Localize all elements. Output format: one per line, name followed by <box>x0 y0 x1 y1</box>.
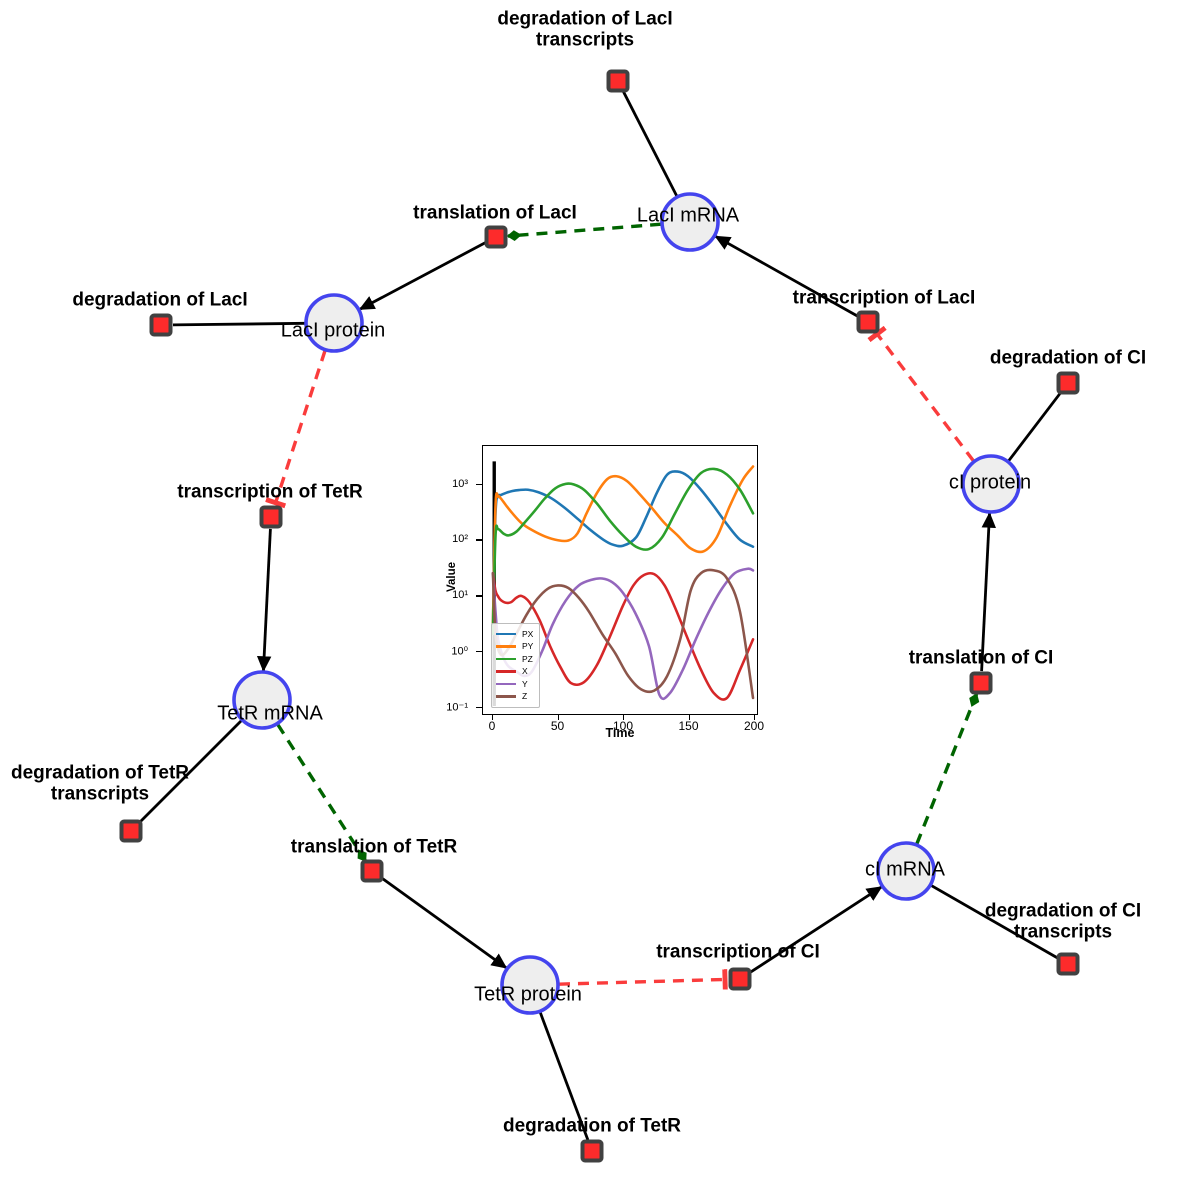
y-tick-mark <box>476 595 482 597</box>
edge-inhibition <box>558 969 728 990</box>
edge-consumption <box>172 321 306 327</box>
series-PX <box>491 470 755 626</box>
edge-consumption <box>138 719 243 824</box>
x-tick-label: 0 <box>488 719 496 733</box>
plot-frame: PX PY PZ X Y Z <box>482 445 758 715</box>
edge-layer <box>138 91 1062 1141</box>
reaction-node-transcription_tetr[interactable] <box>259 505 283 529</box>
legend-swatch-PX <box>496 632 516 636</box>
x-tick-mark <box>623 715 625 720</box>
edge-consumption <box>538 1011 590 1141</box>
legend-label-PY: PY <box>522 641 534 652</box>
legend-swatch-PZ <box>496 657 516 661</box>
edge-catalysis <box>276 723 367 862</box>
legend-label-X: X <box>522 666 528 677</box>
y-tick-mark <box>476 651 482 653</box>
node-layer <box>119 69 1080 1163</box>
species-node-laci_mrna[interactable] <box>660 192 720 252</box>
timeseries-inset-plot: PX PY PZ X Y Z 10³ 10² 10¹ 10⁰ 10⁻¹ 0 50 100 150 200 … <box>446 437 770 749</box>
series-PZ <box>491 467 755 636</box>
legend-label-Z: Z <box>522 691 528 702</box>
y-axis-label: Value <box>446 561 458 593</box>
series-X <box>491 571 755 701</box>
species-node-tetr_mrna[interactable] <box>232 670 292 730</box>
legend-label-Y: Y <box>522 678 528 689</box>
edge-production <box>256 528 272 672</box>
reaction-node-deg_ci[interactable] <box>1056 371 1080 395</box>
x-tick-mark <box>557 715 559 720</box>
legend-swatch-Z <box>496 695 516 698</box>
species-node-laci_protein[interactable] <box>304 293 364 353</box>
x-tick-mark <box>754 715 756 720</box>
edge-catalysis <box>506 222 662 241</box>
reaction-node-deg_laci[interactable] <box>149 313 173 337</box>
reaction-node-deg_tetr_transcripts[interactable] <box>119 819 143 843</box>
species-node-ci_mrna[interactable] <box>876 841 936 901</box>
legend-item-Z[interactable]: Z <box>496 691 533 703</box>
x-axis-label: Time <box>605 726 635 740</box>
legend-item-PY[interactable]: PY <box>496 641 533 653</box>
x-tick-label: 150 <box>678 719 699 733</box>
edge-consumption <box>622 91 679 197</box>
legend-label-PX: PX <box>522 628 534 639</box>
edge-production <box>980 512 997 672</box>
legend-item-X[interactable]: X <box>496 666 533 678</box>
edge-catalysis <box>915 693 980 845</box>
legend-item-Y[interactable]: Y <box>496 678 533 690</box>
y-tick-mark <box>476 707 482 709</box>
edge-inhibition <box>867 325 975 462</box>
reaction-node-deg_laci_transcripts[interactable] <box>606 69 630 93</box>
edge-consumption <box>1007 391 1062 462</box>
edge-production <box>749 885 883 974</box>
y-tick-label: 10² <box>452 533 468 546</box>
y-tick-label: 10¹ <box>452 589 468 602</box>
edge-consumption <box>930 884 1059 960</box>
x-tick-label: 100 <box>612 719 634 733</box>
chart-legend: PX PY PZ X Y Z <box>491 622 541 708</box>
x-tick-label: 200 <box>743 719 765 733</box>
y-tick-label: 10³ <box>452 477 468 490</box>
edge-production <box>358 241 487 311</box>
reaction-node-translation_ci[interactable] <box>969 671 993 695</box>
edge-production <box>380 876 508 970</box>
reaction-node-deg_ci_transcripts[interactable] <box>1056 952 1080 976</box>
edge-production <box>714 234 859 318</box>
species-node-ci_protein[interactable] <box>961 454 1021 514</box>
y-tick-mark <box>476 483 482 485</box>
y-tick-label: 10⁰ <box>451 645 468 658</box>
legend-item-PX[interactable]: PX <box>496 628 533 640</box>
legend-swatch-Y <box>496 682 516 686</box>
legend-swatch-PY <box>496 645 516 648</box>
reaction-node-translation_laci[interactable] <box>484 225 508 249</box>
reaction-node-translation_tetr[interactable] <box>360 859 384 883</box>
y-tick-mark <box>476 539 482 541</box>
x-tick-label: 50 <box>550 719 565 733</box>
legend-label-PZ: PZ <box>522 653 533 664</box>
x-tick-mark <box>688 715 690 720</box>
edge-inhibition <box>265 350 327 509</box>
reaction-node-transcription_ci[interactable] <box>728 967 752 991</box>
x-tick-mark <box>492 715 494 720</box>
reaction-node-deg_tetr[interactable] <box>580 1139 604 1163</box>
reaction-node-transcription_laci[interactable] <box>856 310 880 334</box>
series-PY <box>491 465 755 626</box>
y-tick-label: 10⁻¹ <box>446 701 468 714</box>
legend-swatch-X <box>496 670 516 673</box>
legend-item-PZ[interactable]: PZ <box>496 653 533 665</box>
species-node-tetr_protein[interactable] <box>500 955 560 1015</box>
